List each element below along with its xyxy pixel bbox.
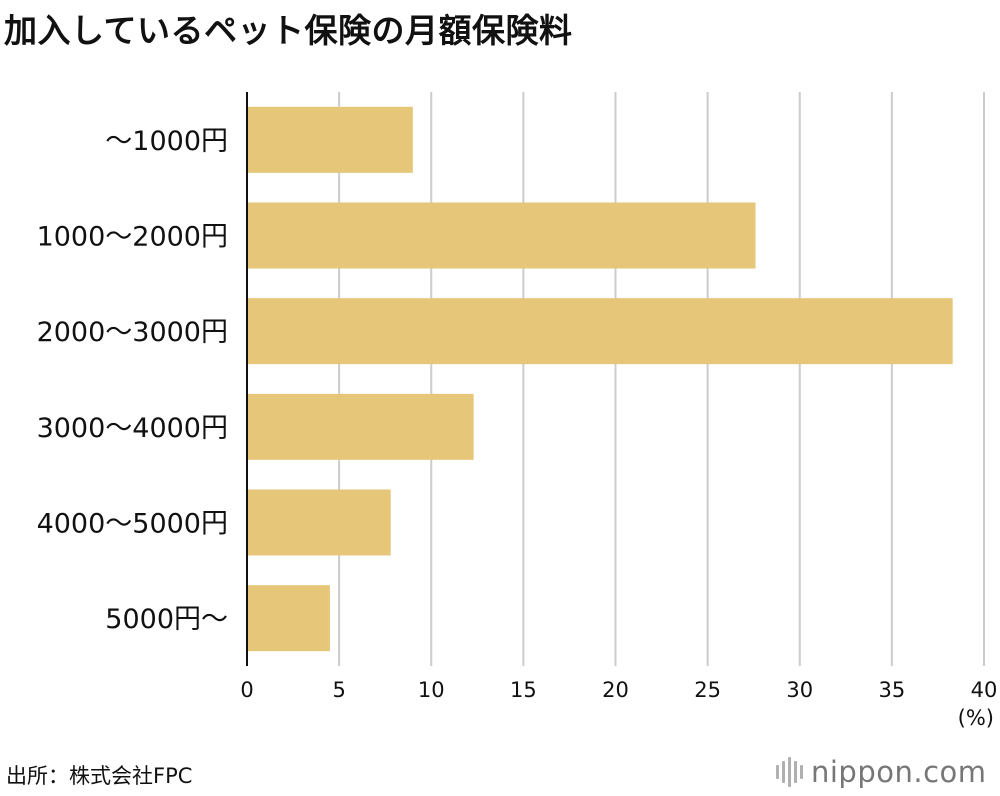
category-label: 3000〜4000円 bbox=[37, 413, 228, 444]
logo-text: nippon.com bbox=[811, 755, 987, 789]
tick-labels: 0 5 10 15 20 25 30 35 40 bbox=[240, 678, 997, 702]
chart-title: 加入しているペット保険の月額保険料 bbox=[4, 11, 573, 50]
nippon-logo: nippon.com bbox=[776, 752, 987, 792]
category-label: 4000〜5000円 bbox=[37, 509, 228, 540]
x-tick-label: 25 bbox=[694, 678, 721, 702]
category-label: 5000円〜 bbox=[105, 604, 228, 635]
x-tick-label: 10 bbox=[418, 678, 445, 702]
bar bbox=[247, 202, 756, 269]
bar bbox=[247, 393, 474, 460]
x-tick-label: 0 bbox=[240, 678, 253, 702]
x-tick-label: 20 bbox=[602, 678, 629, 702]
x-axis-unit: (%) bbox=[957, 706, 994, 730]
category-label: 2000〜3000円 bbox=[37, 317, 228, 348]
x-tick-label: 15 bbox=[510, 678, 537, 702]
bar bbox=[247, 489, 391, 556]
x-tick-label: 35 bbox=[879, 678, 906, 702]
bar bbox=[247, 585, 330, 652]
bar bbox=[247, 298, 953, 365]
category-labels: 〜1000円 1000〜2000円 2000〜3000円 3000〜4000円 4000… bbox=[37, 126, 228, 635]
bars bbox=[247, 106, 953, 652]
soundwave-icon bbox=[776, 757, 803, 787]
x-tick-label: 40 bbox=[971, 678, 998, 702]
bar bbox=[247, 106, 413, 173]
grid-lines bbox=[338, 92, 985, 666]
category-label: 〜1000円 bbox=[105, 126, 228, 157]
source-note: 出所：株式会社FPC bbox=[6, 764, 193, 788]
category-label: 1000〜2000円 bbox=[37, 222, 228, 253]
x-tick-label: 30 bbox=[786, 678, 813, 702]
x-tick-label: 5 bbox=[332, 678, 345, 702]
